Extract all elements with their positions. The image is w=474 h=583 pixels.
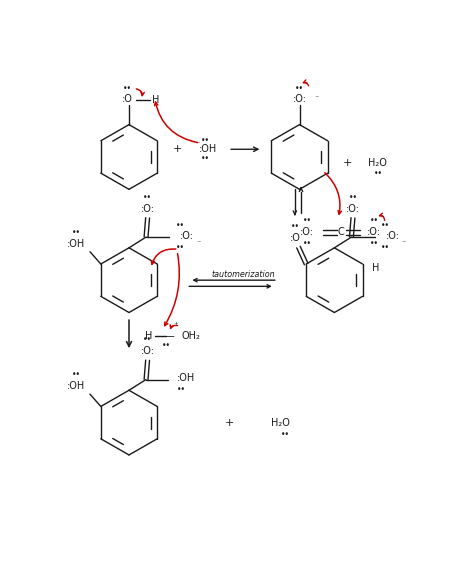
Text: ••: •• xyxy=(162,341,171,350)
Text: ••: •• xyxy=(295,84,304,93)
Text: ••: •• xyxy=(143,335,152,344)
Text: +: + xyxy=(173,144,182,154)
Text: :OH: :OH xyxy=(67,239,85,249)
Text: —: — xyxy=(164,331,174,340)
Text: ••: •• xyxy=(291,222,300,231)
Text: :OH: :OH xyxy=(67,381,85,391)
Text: :OH: :OH xyxy=(199,144,217,154)
Text: ••: •• xyxy=(143,192,152,202)
Text: ••: •• xyxy=(176,221,185,230)
Text: :O:: :O: xyxy=(385,230,400,241)
Text: :O:: :O: xyxy=(141,346,155,356)
Text: ••: •• xyxy=(369,216,378,226)
Text: :O:: :O: xyxy=(300,227,314,237)
Text: :O:: :O: xyxy=(367,227,381,237)
Text: ••: •• xyxy=(176,243,185,251)
Text: :O: :O xyxy=(290,233,301,243)
Text: :O:: :O: xyxy=(180,230,194,241)
Text: H₂O: H₂O xyxy=(368,158,387,168)
Text: ••: •• xyxy=(201,154,210,163)
Text: ••: •• xyxy=(374,168,383,178)
Text: ••: •• xyxy=(303,216,312,226)
Text: ⁻: ⁻ xyxy=(197,238,201,248)
Text: ••: •• xyxy=(177,385,186,394)
Text: :O:: :O: xyxy=(346,203,360,213)
Text: H₂O: H₂O xyxy=(271,417,290,427)
Text: ••: •• xyxy=(201,135,210,145)
Text: ••: •• xyxy=(303,240,312,248)
Text: :O: :O xyxy=(122,94,133,104)
Text: ••: •• xyxy=(369,240,378,248)
Text: ••: •• xyxy=(381,221,390,230)
Text: ••: •• xyxy=(281,430,290,438)
Text: ••: •• xyxy=(123,84,132,93)
Text: ••: •• xyxy=(381,243,390,251)
Text: :OH: :OH xyxy=(177,373,195,383)
Text: tautomerization: tautomerization xyxy=(211,269,275,279)
Text: OH₂: OH₂ xyxy=(182,331,201,340)
Text: ⁻: ⁻ xyxy=(196,139,200,149)
Text: H: H xyxy=(372,263,379,273)
Text: ••: •• xyxy=(72,228,81,237)
Text: ••: •• xyxy=(348,192,357,202)
Text: +: + xyxy=(343,158,352,168)
Text: H: H xyxy=(152,95,159,105)
Text: ••: •• xyxy=(72,370,81,380)
Text: C: C xyxy=(338,227,345,237)
Text: ⁺: ⁺ xyxy=(173,321,178,330)
Text: ⁻: ⁻ xyxy=(402,238,406,248)
Text: ⁻: ⁻ xyxy=(314,93,319,102)
Text: +: + xyxy=(225,417,235,427)
Text: :O:: :O: xyxy=(141,203,155,213)
Text: H: H xyxy=(146,331,153,340)
Text: :O:: :O: xyxy=(292,94,307,104)
